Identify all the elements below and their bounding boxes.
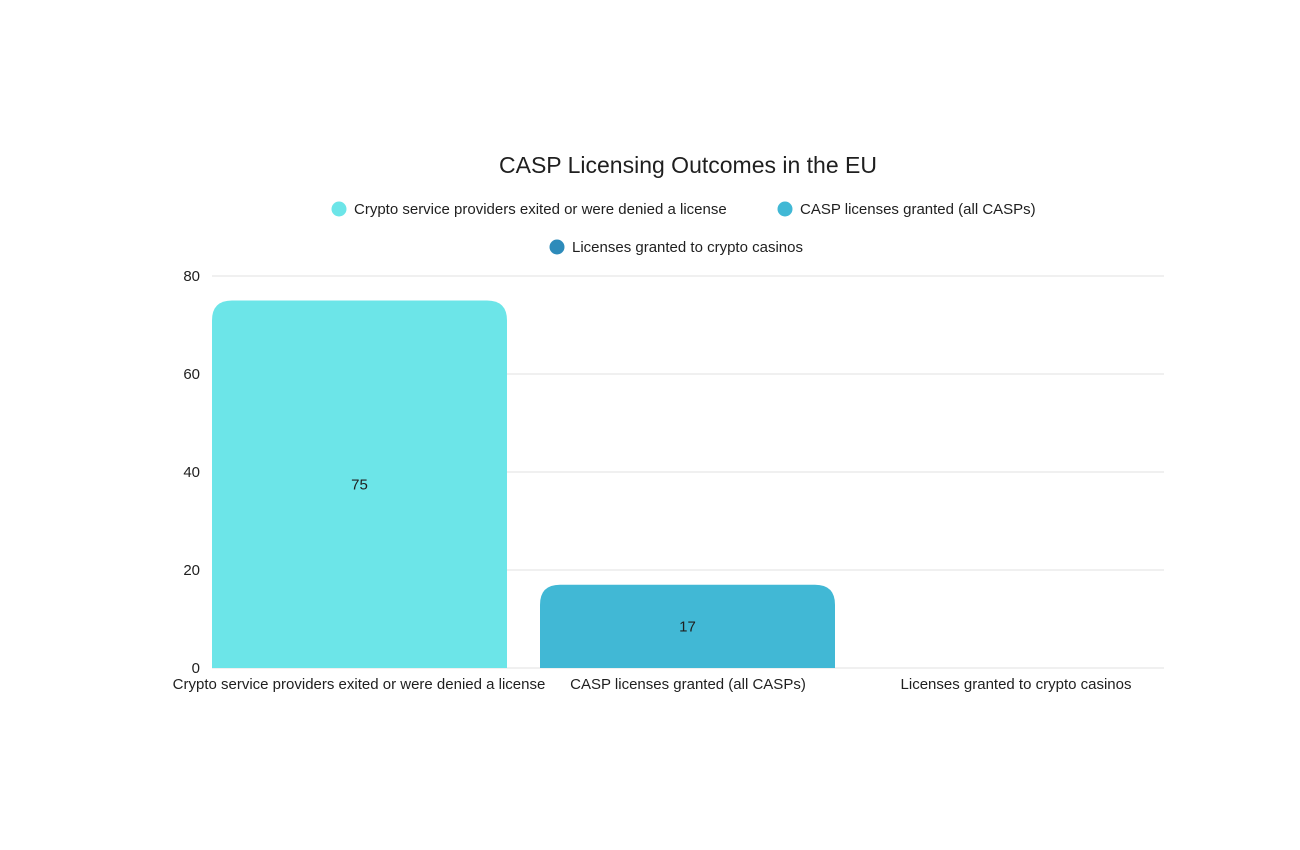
legend-label-granted: CASP licenses granted (all CASPs) [800, 201, 1036, 218]
bars [212, 300, 835, 669]
legend-swatch-exited [331, 201, 347, 217]
legend: Crypto service providers exited or were … [331, 201, 1036, 256]
bar-value-label-1: 17 [679, 618, 696, 635]
legend-item-casinos[interactable]: Licenses granted to crypto casinos [549, 239, 803, 256]
y-tick-label: 80 [183, 268, 200, 285]
bar-0[interactable] [212, 300, 507, 669]
x-category-label-2: Licenses granted to crypto casinos [901, 676, 1132, 693]
legend-swatch-casinos [549, 239, 565, 255]
x-category-label-1: CASP licenses granted (all CASPs) [570, 676, 806, 693]
y-axis-ticks: 0 20 40 60 80 [183, 268, 200, 677]
bar-1[interactable] [540, 584, 835, 668]
legend-item-granted[interactable]: CASP licenses granted (all CASPs) [777, 201, 1036, 218]
x-category-label-0: Crypto service providers exited or were … [173, 676, 546, 693]
legend-label-casinos: Licenses granted to crypto casinos [572, 239, 803, 256]
chart-title: CASP Licensing Outcomes in the EU [499, 152, 877, 178]
legend-item-exited[interactable]: Crypto service providers exited or were … [331, 201, 727, 218]
legend-swatch-granted [777, 201, 793, 217]
legend-label-exited: Crypto service providers exited or were … [354, 201, 727, 218]
bar-value-labels: 75 17 [351, 476, 696, 635]
y-tick-label: 20 [183, 562, 200, 579]
y-tick-label: 60 [183, 366, 200, 383]
y-tick-label: 0 [192, 660, 200, 677]
y-tick-label: 40 [183, 464, 200, 481]
bar-value-label-0: 75 [351, 476, 368, 493]
x-axis-categories: Crypto service providers exited or were … [173, 676, 1132, 693]
